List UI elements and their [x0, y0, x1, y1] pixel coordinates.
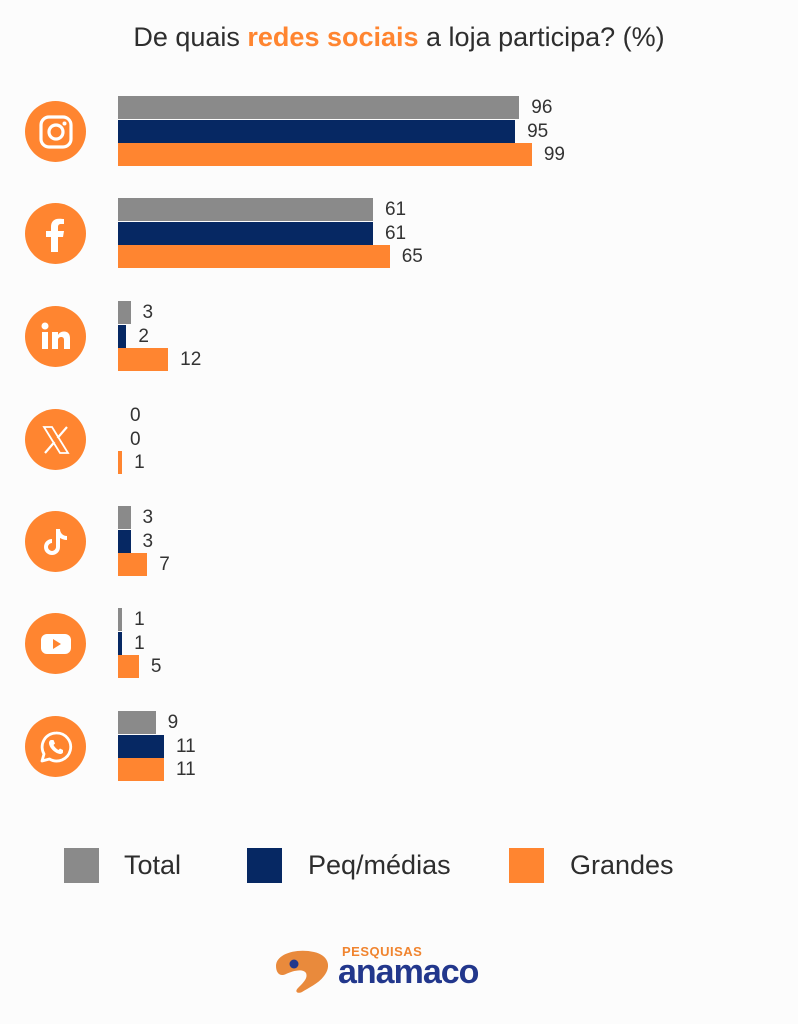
value-label: 5: [150, 656, 162, 677]
anamaco-logo: PESQUISAS anamaco: [268, 944, 498, 994]
value-label: 61: [384, 222, 407, 244]
value-label: 2: [138, 325, 149, 347]
logo-sub: PESQUISAS: [342, 944, 423, 959]
bar-linkedin-grandes: [118, 348, 169, 371]
bar-linkedin-peq-medias: [118, 324, 127, 348]
facebook-icon: [25, 203, 86, 264]
chart-title: De quais redes sociais a loja participa?…: [0, 22, 798, 53]
bar-facebook-peq-medias: [118, 221, 373, 245]
legend-label-grandes: Grandes: [570, 850, 674, 880]
bar-youtube-total: [118, 608, 123, 631]
bar-youtube-grandes: [118, 655, 139, 678]
bar-whatsapp-total: [118, 711, 156, 734]
anamaco-logo-mark-icon: [276, 950, 329, 993]
legend-swatch-total: [64, 848, 99, 883]
title-prefix: De quais: [133, 22, 248, 52]
row-youtube: [0, 608, 798, 684]
value-label: 12: [180, 349, 202, 370]
bar-linkedin-total: [118, 301, 131, 324]
value-label: 11: [175, 759, 196, 780]
bar-instagram-total: [118, 96, 520, 119]
value-label: 0: [130, 405, 141, 426]
bar-instagram-grandes: [118, 143, 532, 166]
tiktok-icon: [25, 511, 86, 572]
bar-tiktok-grandes: [118, 553, 148, 576]
row-whatsapp: [0, 711, 798, 787]
value-label: 1: [134, 452, 145, 473]
value-label: 0: [130, 428, 141, 450]
instagram-icon: [25, 101, 86, 162]
legend: Total Peq/médias Grandes: [0, 848, 798, 888]
bar-facebook-total: [118, 198, 373, 221]
bar-whatsapp-peq-medias: [118, 734, 164, 758]
bar-youtube-peq-medias: [118, 631, 123, 655]
value-label: 3: [142, 530, 154, 552]
legend-label-total: Total: [124, 850, 182, 880]
linkedin-icon: [25, 306, 86, 367]
legend-swatch-peq-medias: [247, 848, 282, 883]
bar-whatsapp-grandes: [118, 758, 164, 781]
legend-swatch-grandes: [509, 848, 544, 883]
legend-label-peq-medias: Peq/médias: [308, 850, 451, 880]
value-label: 96: [531, 97, 553, 118]
youtube-icon: [25, 613, 86, 674]
whatsapp-icon: [25, 716, 86, 777]
bar-facebook-grandes: [118, 245, 390, 268]
value-label: 1: [134, 632, 145, 654]
logo-main: anamaco: [338, 953, 479, 991]
value-label: 9: [167, 712, 179, 733]
title-suffix: a loja participa? (%): [418, 22, 665, 52]
value-label: 7: [159, 554, 170, 575]
bar-tiktok-peq-medias: [118, 529, 131, 553]
value-label: 1: [134, 609, 145, 630]
title-highlight: redes sociais: [247, 22, 419, 52]
bar-instagram-peq-medias: [118, 119, 516, 143]
value-label: 99: [543, 144, 565, 165]
x-icon: [25, 409, 86, 470]
value-label: 65: [401, 246, 423, 267]
row-linkedin: [0, 301, 798, 377]
value-label: 11: [175, 735, 196, 757]
row-facebook: [0, 198, 798, 274]
bar-tiktok-total: [118, 506, 131, 529]
value-label: 95: [527, 120, 549, 142]
value-label: 3: [142, 507, 154, 528]
row-tiktok: [0, 506, 798, 582]
value-label: 3: [142, 302, 154, 323]
value-label: 61: [384, 199, 407, 220]
row-x: [0, 404, 798, 480]
row-instagram: [0, 96, 798, 172]
bar-x-grandes: [118, 451, 123, 474]
